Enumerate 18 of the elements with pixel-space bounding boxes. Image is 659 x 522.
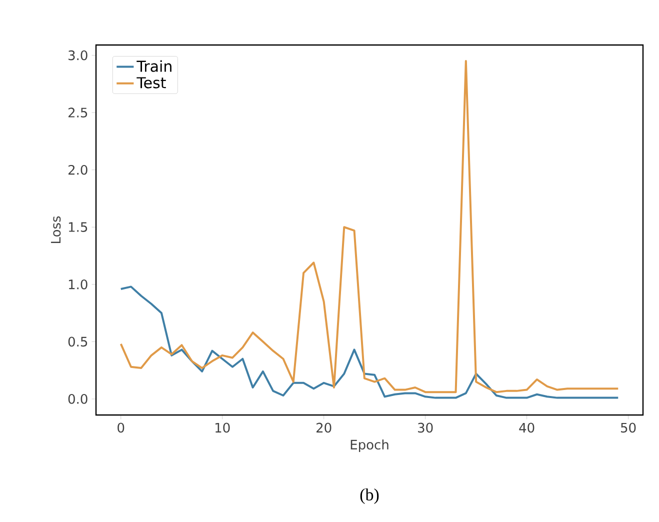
legend-label: Test <box>136 77 166 88</box>
y-tick-label: 0.0 <box>68 394 88 404</box>
y-tick-label: 1.5 <box>68 222 88 232</box>
y-axis-title: Loss <box>51 216 61 243</box>
y-tick-label: 2.0 <box>68 164 88 175</box>
y-tick-label: 3.0 <box>68 50 88 60</box>
x-axis-title: Epoch <box>350 439 388 452</box>
x-tick-label: 20 <box>316 422 332 433</box>
y-tick-label: 1.0 <box>68 279 88 290</box>
y-tick-label: 2.5 <box>68 108 88 118</box>
legend-label: Train <box>136 60 172 72</box>
x-tick-label: 50 <box>621 422 636 433</box>
x-tick-label: 0 <box>118 422 124 433</box>
x-tick-label: 40 <box>519 422 534 433</box>
x-tick-label: 10 <box>216 422 230 433</box>
x-tick-label: 30 <box>418 422 433 433</box>
text: (b) <box>360 488 379 504</box>
y-tick-label: 0.5 <box>68 336 88 347</box>
